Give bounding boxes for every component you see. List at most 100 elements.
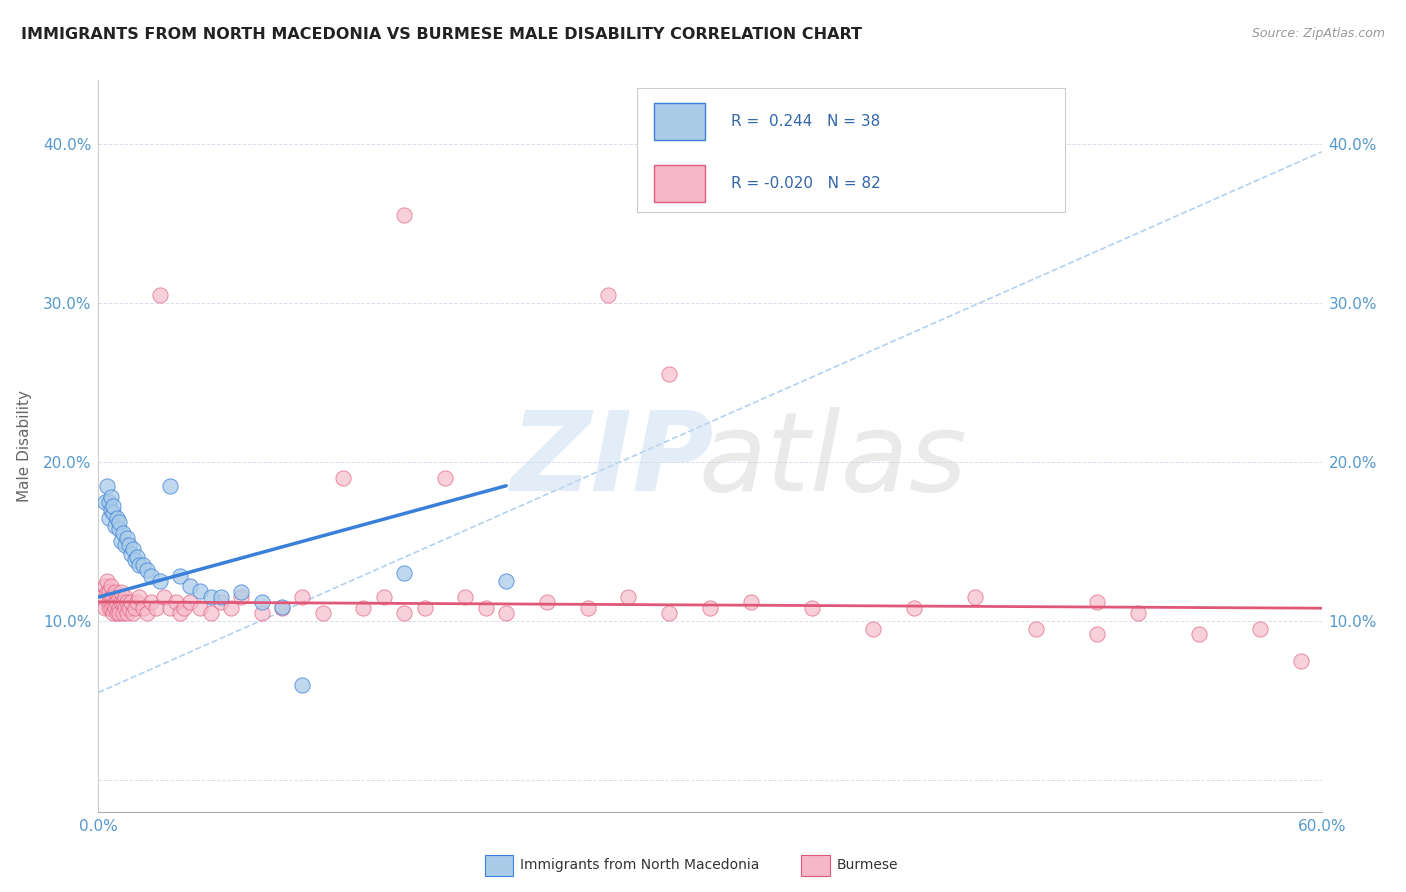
Point (1025, 622, 1047, 636)
Point (104, 518, 127, 533)
Point (903, 601, 925, 615)
Point (100, 490, 122, 504)
Point (114, 601, 136, 615)
Point (200, 590, 222, 604)
Point (165, 595, 187, 609)
Point (114, 538, 136, 552)
Point (352, 601, 374, 615)
Point (104, 585, 127, 599)
Point (576, 601, 599, 615)
Point (200, 606, 222, 620)
Point (536, 595, 558, 609)
Point (120, 595, 142, 609)
Point (250, 606, 273, 620)
Point (104, 595, 127, 609)
Point (97, 585, 120, 599)
Point (111, 606, 134, 620)
Point (108, 590, 131, 604)
Point (108, 516, 131, 530)
Point (124, 553, 146, 567)
Point (127, 595, 149, 609)
Point (740, 595, 762, 609)
Point (141, 595, 163, 609)
Point (93, 601, 115, 615)
Text: Source: ZipAtlas.com: Source: ZipAtlas.com (1251, 27, 1385, 40)
Point (250, 595, 273, 609)
Point (1249, 622, 1271, 636)
Point (120, 547, 142, 561)
Point (97, 601, 120, 615)
Point (209, 590, 232, 604)
Point (110, 534, 132, 549)
Point (101, 590, 124, 604)
Point (219, 601, 242, 615)
Point (93, 494, 115, 508)
Point (495, 574, 517, 589)
Point (617, 590, 640, 604)
Point (105, 595, 128, 609)
Point (118, 601, 141, 615)
Point (136, 606, 159, 620)
Point (127, 550, 149, 565)
Point (169, 569, 191, 583)
Point (128, 590, 150, 604)
Point (1085, 595, 1108, 609)
Point (1128, 606, 1150, 620)
Point (97, 595, 120, 609)
Point (699, 601, 721, 615)
Point (110, 585, 132, 599)
Point (115, 595, 138, 609)
Point (132, 601, 155, 615)
Point (136, 563, 159, 577)
Point (332, 471, 354, 485)
Point (291, 590, 314, 604)
Point (159, 601, 181, 615)
Point (100, 590, 122, 604)
Point (179, 579, 201, 593)
Point (93, 579, 115, 593)
Point (658, 606, 681, 620)
Point (312, 606, 335, 620)
Point (115, 606, 138, 620)
Point (104, 601, 127, 615)
Point (231, 585, 253, 599)
Point (231, 590, 253, 604)
Point (132, 558, 155, 573)
Point (101, 500, 124, 514)
Point (413, 601, 436, 615)
Point (495, 606, 517, 620)
Point (291, 677, 314, 691)
Point (101, 606, 124, 620)
Point (108, 522, 131, 536)
Point (801, 601, 824, 615)
Point (474, 601, 498, 615)
Text: atlas: atlas (697, 407, 967, 514)
Point (434, 471, 457, 485)
Point (392, 209, 416, 223)
Point (392, 606, 416, 620)
Point (114, 590, 136, 604)
Point (1188, 626, 1211, 640)
Point (173, 601, 195, 615)
Point (91, 590, 114, 604)
Point (209, 595, 232, 609)
Point (100, 579, 122, 593)
Point (141, 569, 163, 583)
Point (179, 595, 201, 609)
Text: Burmese: Burmese (837, 858, 898, 872)
Point (97, 510, 120, 524)
Point (454, 590, 477, 604)
Point (149, 288, 172, 302)
Point (115, 531, 138, 545)
Point (100, 502, 122, 516)
Point (658, 368, 681, 382)
Point (122, 606, 145, 620)
Point (118, 538, 141, 552)
Point (96, 479, 118, 493)
Point (122, 542, 145, 557)
Point (108, 601, 131, 615)
Point (100, 601, 122, 615)
Point (965, 590, 987, 604)
Point (105, 606, 128, 620)
Text: ZIP: ZIP (510, 407, 714, 514)
